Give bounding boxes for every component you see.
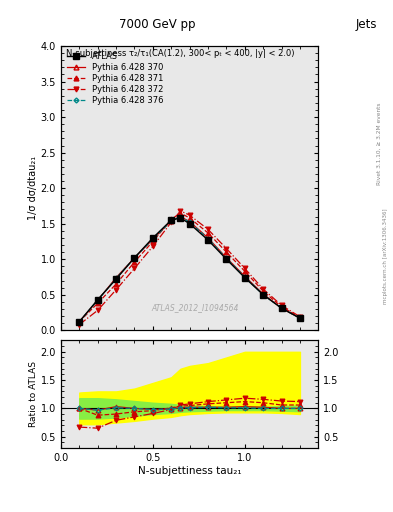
Legend: ATLAS, Pythia 6.428 370, Pythia 6.428 371, Pythia 6.428 372, Pythia 6.428 376: ATLAS, Pythia 6.428 370, Pythia 6.428 37… (65, 50, 165, 107)
Text: Jets: Jets (356, 18, 377, 31)
Text: Rivet 3.1.10, ≥ 3.2M events: Rivet 3.1.10, ≥ 3.2M events (377, 102, 382, 185)
Text: 7000 GeV pp: 7000 GeV pp (119, 18, 195, 31)
X-axis label: N-subjettiness tau₂₁: N-subjettiness tau₂₁ (138, 465, 241, 476)
Y-axis label: Ratio to ATLAS: Ratio to ATLAS (29, 361, 38, 427)
Text: ATLAS_2012_I1094564: ATLAS_2012_I1094564 (151, 303, 239, 312)
Y-axis label: 1/σ dσ/dtau₂₁: 1/σ dσ/dtau₂₁ (28, 156, 38, 220)
Text: mcplots.cern.ch [arXiv:1306.3436]: mcplots.cern.ch [arXiv:1306.3436] (383, 208, 387, 304)
Text: N-subjettiness τ₂/τ₁(CA(1.2), 300< pₜ < 400, |y| < 2.0): N-subjettiness τ₂/τ₁(CA(1.2), 300< pₜ < … (66, 49, 295, 58)
